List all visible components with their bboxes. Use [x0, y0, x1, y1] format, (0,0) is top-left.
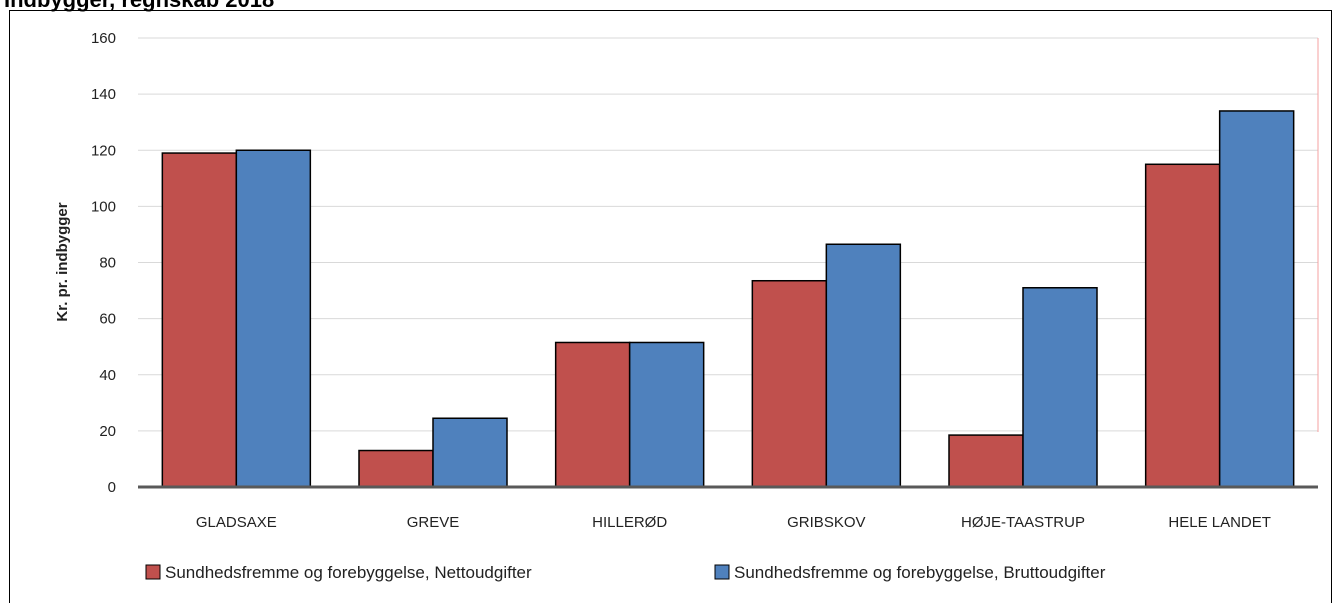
- y-axis-label: Kr. pr. indbygger: [54, 202, 71, 321]
- y-tick-label-0: 0: [108, 479, 116, 496]
- bar-gladsaxe-series-1: [161, 152, 238, 488]
- bar-hillerød-series-1: [554, 341, 631, 488]
- page-title: Indbygger, regnskab 2018: [4, 0, 274, 13]
- y-tick-label-20: 20: [99, 423, 116, 440]
- bar-hillerød-series-2: [628, 341, 705, 488]
- y-tick-label-160: 160: [91, 30, 116, 47]
- labels: 0 20 40 60 80 100 120 140 160 GLADSAXE GREVE HILLER…: [91, 30, 1271, 531]
- y-tick-label-40: 40: [99, 367, 116, 384]
- bar-gribskov-series-1: [751, 279, 828, 488]
- legend-label-1: Sundhedsfremme og forebyggelse, Nettoudg…: [165, 563, 532, 582]
- y-tick-label-100: 100: [91, 198, 116, 215]
- axes: [138, 38, 1319, 489]
- x-category-label: HELE LANDET: [1168, 514, 1271, 531]
- legend-swatch-1: [145, 564, 161, 580]
- bar-gribskov-series-2: [825, 243, 902, 488]
- bar-høje-taastrup-series-2: [1022, 287, 1098, 488]
- bars: [161, 110, 1295, 488]
- x-category-label: GREVE: [407, 514, 460, 531]
- bar-hele-landet-series-2: [1218, 110, 1295, 488]
- legend: Sundhedsfremme og forebyggelse, Nettoudg…: [145, 563, 1106, 582]
- bar-høje-taastrup-series-1: [948, 434, 1024, 488]
- y-tick-label-60: 60: [99, 311, 116, 328]
- y-tick-label-80: 80: [99, 255, 116, 272]
- chart-frame: [9, 10, 1332, 603]
- x-category-label: GRIBSKOV: [787, 514, 865, 531]
- legend-swatch-2: [714, 564, 730, 580]
- bar-gladsaxe-series-2: [235, 149, 312, 488]
- bar-hele-landet-series-1: [1144, 163, 1221, 488]
- legend-label-2: Sundhedsfremme og forebyggelse, Bruttoud…: [734, 563, 1106, 582]
- gridlines: [138, 37, 1318, 432]
- y-tick-label-120: 120: [91, 142, 116, 159]
- x-category-label: HILLERØD: [592, 514, 667, 531]
- x-category-label: HØJE-TAASTRUP: [961, 514, 1085, 531]
- x-category-label: GLADSAXE: [196, 514, 277, 531]
- bar-greve-series-2: [432, 417, 508, 488]
- y-tick-label-140: 140: [91, 86, 116, 103]
- bar-greve-series-1: [358, 449, 434, 488]
